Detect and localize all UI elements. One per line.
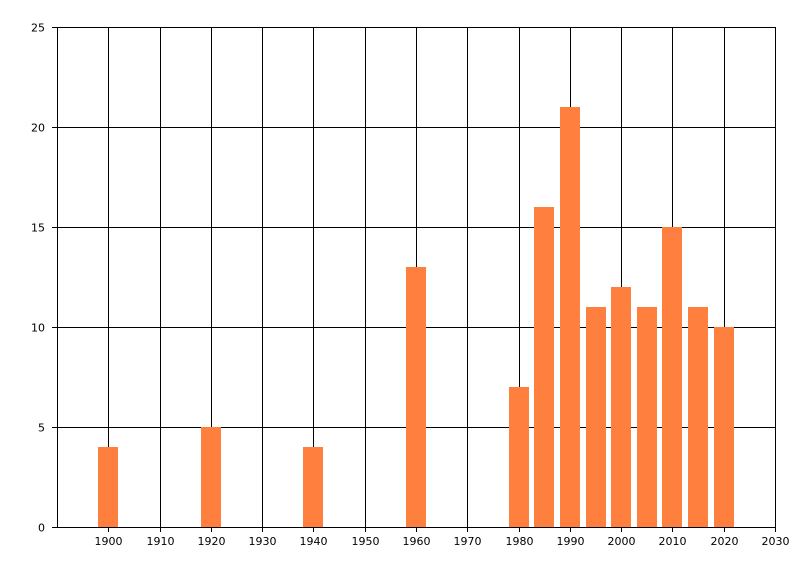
y-tick-label: 25 xyxy=(31,22,45,35)
x-tick-label: 1980 xyxy=(506,535,534,548)
x-tick-label: 2030 xyxy=(762,535,790,548)
y-tick-label: 15 xyxy=(31,222,45,235)
x-tick-label: 1960 xyxy=(403,535,431,548)
bar-1900 xyxy=(98,447,118,527)
y-tick-label: 10 xyxy=(31,322,45,335)
x-tick-label: 1930 xyxy=(249,535,277,548)
bar-2000 xyxy=(611,287,631,527)
bar-2020 xyxy=(714,327,734,527)
bar-1980 xyxy=(509,387,529,527)
bar-2010 xyxy=(662,227,682,527)
x-tick-label: 2000 xyxy=(608,535,636,548)
x-tick-label: 1900 xyxy=(95,535,123,548)
axes xyxy=(52,27,776,532)
bar-1995 xyxy=(586,307,606,527)
bar-1985 xyxy=(534,207,554,527)
bar-2015 xyxy=(688,307,708,527)
bars xyxy=(98,107,734,527)
bar-1990 xyxy=(560,107,580,527)
y-tick-label: 20 xyxy=(31,122,45,135)
x-tick-label: 2010 xyxy=(659,535,687,548)
bar-2005 xyxy=(637,307,657,527)
y-tick-labels: 0 5 10 15 20 25 xyxy=(31,22,45,535)
bar-1960 xyxy=(406,267,426,527)
x-tick-label: 1990 xyxy=(557,535,585,548)
x-tick-label: 1910 xyxy=(147,535,175,548)
x-tick-label: 1970 xyxy=(454,535,482,548)
x-tick-label: 1920 xyxy=(198,535,226,548)
bar-1940 xyxy=(303,447,323,527)
x-tick-labels: 1900 1910 1920 1930 1940 1950 1960 1970 1980 1990… xyxy=(95,535,790,548)
y-tick-label: 0 xyxy=(38,522,45,535)
x-tick-label: 2020 xyxy=(711,535,739,548)
x-tick-label: 1940 xyxy=(300,535,328,548)
x-tick-label: 1950 xyxy=(352,535,380,548)
y-tick-label: 5 xyxy=(38,422,45,435)
bar-1920 xyxy=(201,427,221,527)
